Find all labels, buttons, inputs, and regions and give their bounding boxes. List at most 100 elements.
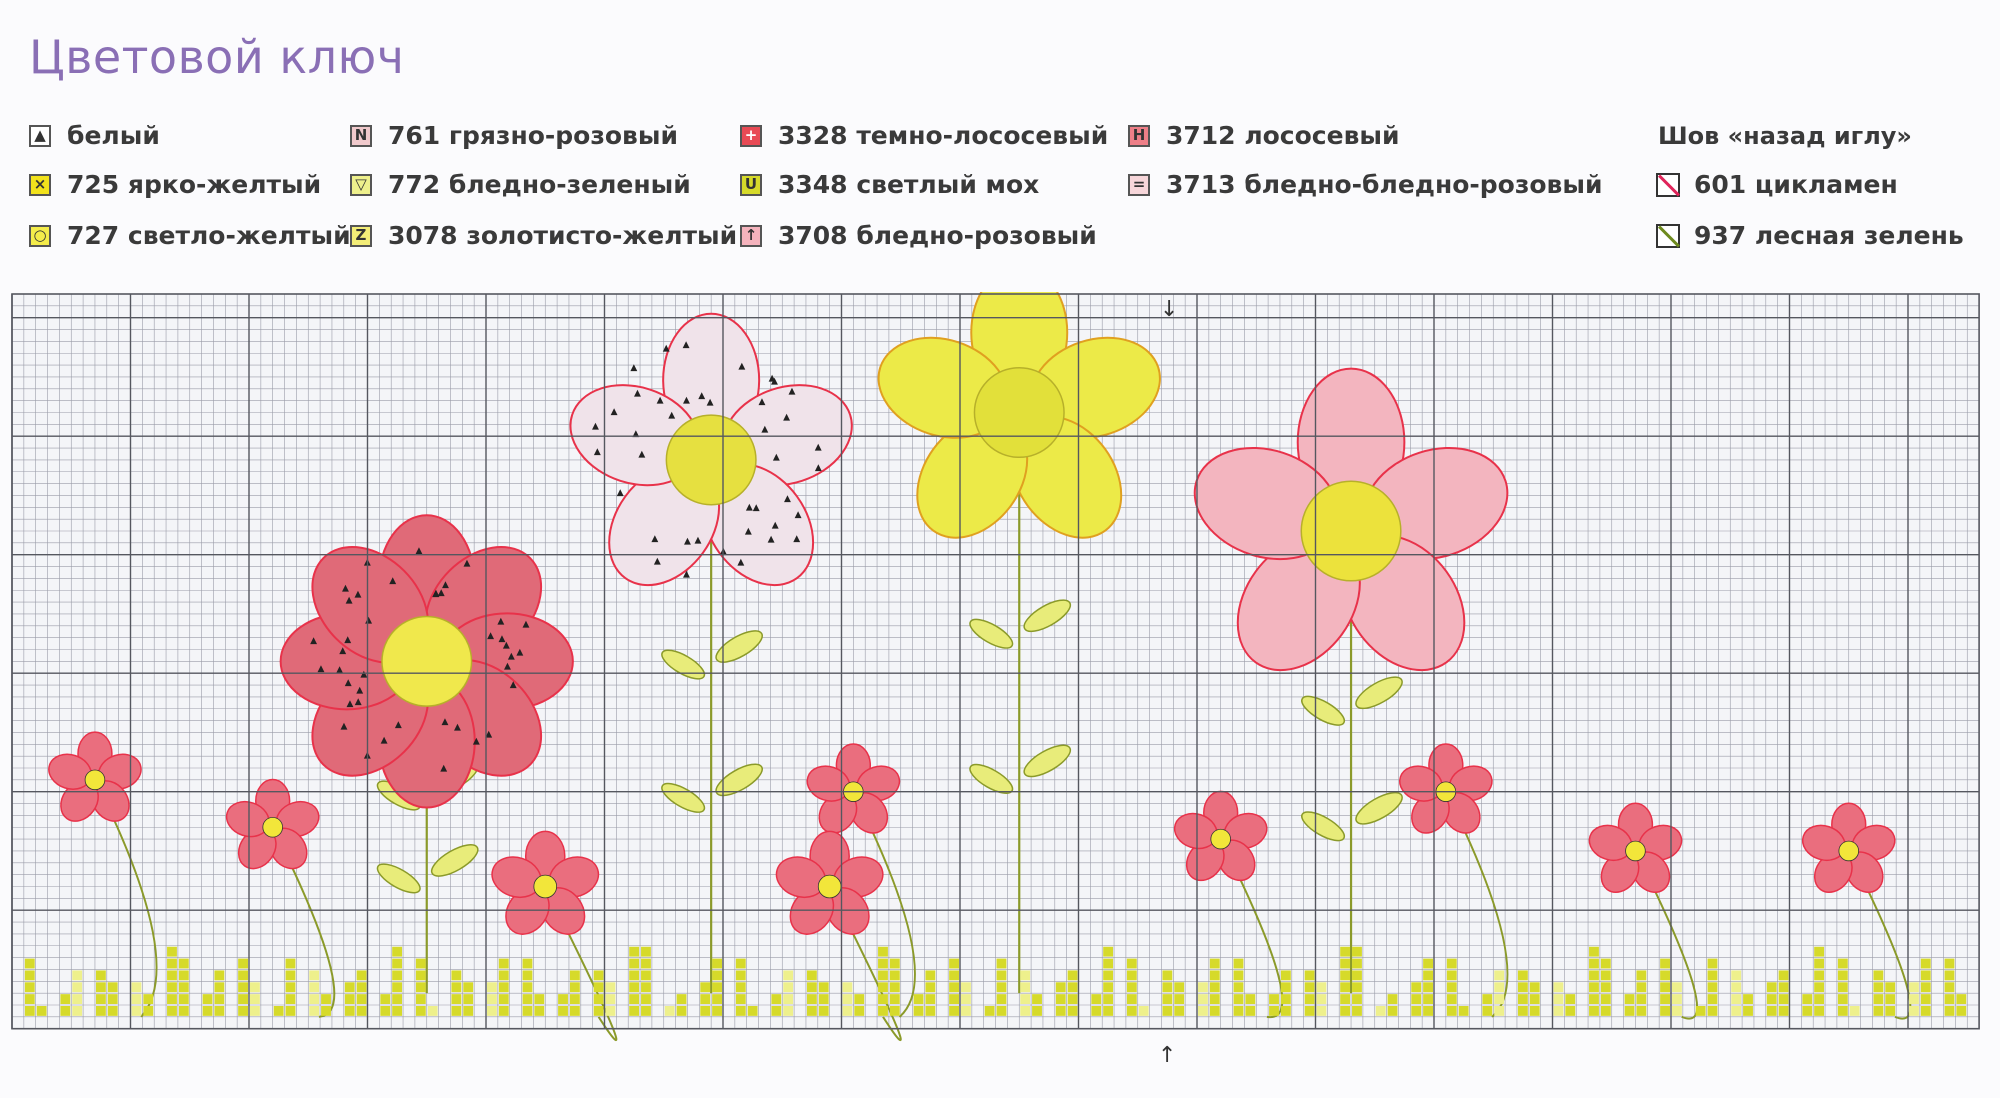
grass-stitch <box>1317 994 1327 1004</box>
grass-stitch <box>843 994 853 1004</box>
grass-stitch <box>1589 1006 1599 1016</box>
grass-stitch <box>1127 970 1137 980</box>
grass-stitch <box>463 994 473 1004</box>
grass-stitch <box>392 1006 402 1016</box>
grass-stitch <box>1056 982 1066 992</box>
swatch-3713: = <box>1128 174 1150 196</box>
grass-stitch <box>736 970 746 980</box>
grass-stitch <box>1814 1006 1824 1016</box>
grass-stitch <box>1388 1006 1398 1016</box>
key-code: 3708 <box>778 221 848 250</box>
grass-stitch <box>1234 982 1244 992</box>
grass-stitch <box>1234 994 1244 1004</box>
grass-stitch <box>1767 994 1777 1004</box>
grass-stitch <box>712 982 722 992</box>
grass-stitch <box>60 994 70 1004</box>
grass-stitch <box>1885 982 1895 992</box>
grass-stitch <box>1921 994 1931 1004</box>
grass-stitch <box>878 994 888 1004</box>
grass-stitch <box>1281 1006 1291 1016</box>
grass-stitch <box>72 1006 82 1016</box>
grass-stitch <box>594 1006 604 1016</box>
stitch-symbol: ▲ <box>441 717 448 727</box>
grass-stitch <box>700 982 710 992</box>
stitch-symbol: ▲ <box>342 583 349 593</box>
grass-stitch <box>712 959 722 969</box>
grass-stitch <box>1234 959 1244 969</box>
grass-stitch <box>985 1006 995 1016</box>
grass-stitch <box>1554 982 1564 992</box>
grass-stitch <box>771 994 781 1004</box>
grass-stitch <box>1388 994 1398 1004</box>
grass-stitch <box>1708 982 1718 992</box>
key-item-772: ▽ 772 бледно-зеленый <box>350 170 691 199</box>
grass-stitch <box>167 970 177 980</box>
grass-stitch <box>1601 959 1611 969</box>
swatch-3348: U <box>740 174 762 196</box>
grass-stitch <box>629 982 639 992</box>
grass-stitch <box>1779 994 1789 1004</box>
stitch-symbol: ▲ <box>746 503 753 513</box>
stitch-symbol: ▲ <box>768 535 775 545</box>
grass-stitch <box>1589 959 1599 969</box>
grass-stitch <box>1447 1006 1457 1016</box>
grass-stitch <box>1530 1006 1540 1016</box>
stitch-symbol: ▲ <box>454 722 461 732</box>
grass-stitch <box>771 1006 781 1016</box>
grass-stitch <box>890 1006 900 1016</box>
grass-stitch <box>392 947 402 957</box>
grass-stitch <box>1459 1006 1469 1016</box>
grass-stitch <box>1198 1006 1208 1016</box>
grass-stitch <box>1731 994 1741 1004</box>
grass-stitch <box>1660 959 1670 969</box>
flower-center <box>382 617 472 707</box>
grass-stitch <box>878 982 888 992</box>
grass-stitch <box>712 970 722 980</box>
grass-stitch <box>1601 994 1611 1004</box>
flower-center <box>263 817 283 837</box>
grass-stitch <box>665 1006 675 1016</box>
grass-stitch <box>25 970 35 980</box>
grass-stitch <box>1565 994 1575 1004</box>
grass-stitch <box>345 982 355 992</box>
grass-stitch <box>1162 994 1172 1004</box>
stitch-symbol: ▲ <box>347 699 354 709</box>
stitch-symbol: ▲ <box>630 363 637 373</box>
grass-stitch <box>1672 1006 1682 1016</box>
grass-stitch <box>60 1006 70 1016</box>
grass-stitch <box>250 982 260 992</box>
grass-stitch <box>1139 1006 1149 1016</box>
grass-stitch <box>1601 982 1611 992</box>
grass-stitch <box>1956 1006 1966 1016</box>
grass-stitch <box>309 970 319 980</box>
stitch-symbol: ▲ <box>707 397 714 407</box>
grass-stitch <box>357 994 367 1004</box>
backstitch-item-937: 937 лесная зелень <box>1656 221 1964 250</box>
grass-stitch <box>238 959 248 969</box>
grass-stitch <box>132 982 142 992</box>
grass-stitch <box>1482 994 1492 1004</box>
grass-stitch <box>1423 1006 1433 1016</box>
grass-stitch <box>1731 970 1741 980</box>
stitch-symbol: ▲ <box>346 596 353 606</box>
grass-stitch <box>25 1006 35 1016</box>
grass-stitch <box>807 994 817 1004</box>
grass-stitch <box>1127 959 1137 969</box>
grass-stitch <box>1376 1006 1386 1016</box>
grass-stitch <box>416 959 426 969</box>
flower-center <box>1301 481 1401 581</box>
grass-stitch <box>1103 982 1113 992</box>
grass-stitch <box>451 970 461 980</box>
grass-stitch <box>1838 970 1848 980</box>
grass-stitch <box>72 994 82 1004</box>
grass-stitch <box>523 1006 533 1016</box>
grass-stitch <box>286 994 296 1004</box>
grass-stitch <box>1091 1006 1101 1016</box>
grass-stitch <box>1281 994 1291 1004</box>
grass-stitch <box>1174 1006 1184 1016</box>
grass-stitch <box>309 982 319 992</box>
key-item-3348: U 3348 светлый мох <box>740 170 1039 199</box>
grass-stitch <box>250 994 260 1004</box>
stitch-symbol: ▲ <box>793 534 800 544</box>
stitch-symbol: ▲ <box>771 376 778 386</box>
